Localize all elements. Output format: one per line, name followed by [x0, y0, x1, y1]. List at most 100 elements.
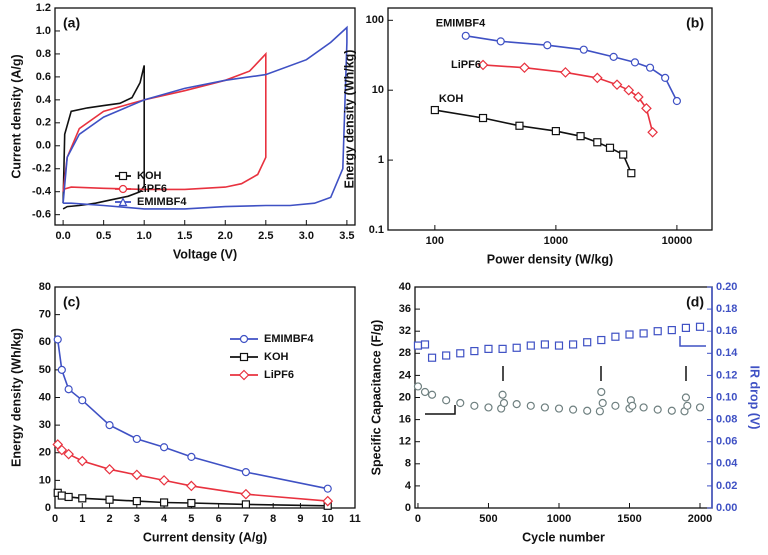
x-tick-label: 6	[216, 513, 222, 525]
x-tick-label: 0.0	[55, 230, 70, 242]
x-tick-label: 3.0	[299, 230, 314, 242]
marker	[540, 340, 549, 349]
x-tick-label: 1000	[547, 513, 571, 525]
marker	[442, 351, 451, 360]
y2-tick-label: 0.12	[716, 369, 737, 381]
marker	[512, 343, 521, 352]
marker	[619, 150, 628, 159]
marker	[526, 341, 535, 350]
y-tick-label: 36	[399, 303, 411, 315]
y-tick-label: 24	[399, 369, 412, 381]
marker	[477, 59, 489, 71]
y-tick-label: 0	[45, 502, 51, 514]
marker	[526, 401, 535, 410]
marker	[632, 91, 644, 103]
y-tick-label: 0.2	[36, 117, 51, 129]
x-tick-label: 2.5	[258, 230, 273, 242]
marker	[579, 45, 588, 54]
marker	[645, 63, 655, 72]
x-tick-label: 9	[297, 513, 303, 525]
marker	[484, 344, 493, 353]
y-tick-label: -0.2	[32, 163, 51, 175]
marker	[683, 401, 692, 410]
marker	[131, 469, 143, 481]
marker	[420, 387, 430, 397]
y2-tick-label: 0.18	[716, 303, 737, 315]
x-axis-title: Cycle number	[522, 530, 605, 544]
marker	[442, 396, 451, 405]
marker	[456, 349, 465, 358]
marker	[241, 500, 251, 509]
marker	[554, 341, 564, 350]
marker	[498, 390, 507, 399]
marker	[496, 37, 505, 46]
marker	[681, 323, 691, 332]
marker	[681, 393, 691, 402]
marker	[583, 406, 592, 415]
x-tick-label: 1	[79, 513, 85, 525]
legend-marker	[118, 184, 128, 194]
y-tick-label: 10	[39, 474, 51, 486]
plot-frame	[414, 286, 713, 509]
legend-label: EMIMBF4	[137, 196, 187, 208]
marker	[241, 467, 251, 477]
x-tick-label: 11	[349, 513, 361, 525]
x-tick-label: 2	[106, 513, 112, 525]
series-line	[465, 35, 678, 102]
marker	[78, 396, 87, 405]
x-tick-label: 0	[52, 513, 58, 525]
y-tick-label: 100	[366, 14, 384, 26]
y-axis-title: Energy density (Wh/kg)	[9, 328, 23, 467]
legend-label: LiPF6	[264, 369, 294, 381]
marker	[63, 448, 74, 460]
x-tick-label: 3	[134, 513, 140, 525]
y2-tick-label: 0.08	[716, 414, 737, 426]
y2-axis-title: IR drop (V)	[748, 366, 762, 430]
y-tick-label: 80	[39, 281, 51, 293]
marker	[639, 329, 648, 338]
marker	[470, 401, 479, 410]
plot-frame	[54, 7, 356, 226]
marker	[413, 341, 423, 350]
marker	[661, 73, 670, 82]
y-tick-label: 1	[378, 154, 384, 166]
x-tick-label: 8	[270, 513, 276, 525]
marker	[105, 495, 114, 504]
marker	[630, 58, 640, 67]
marker	[56, 444, 68, 456]
marker	[78, 494, 87, 503]
x-tick-label: 1500	[617, 513, 641, 525]
x-tick-label: 4	[161, 513, 168, 525]
marker	[512, 400, 521, 409]
marker	[420, 340, 430, 349]
axis-pointer	[679, 336, 706, 347]
marker	[627, 169, 636, 178]
x-tick-label: 2000	[688, 513, 712, 525]
series-line	[62, 25, 348, 210]
marker	[427, 353, 437, 362]
marker	[187, 452, 196, 461]
y-tick-label: 8	[405, 458, 411, 470]
x-tick-label: 1.5	[177, 230, 192, 242]
x-tick-label: 500	[479, 513, 497, 525]
marker	[159, 443, 169, 452]
marker	[597, 387, 606, 397]
legend-label: EMIMBF4	[264, 333, 314, 345]
y2-tick-label: 0.10	[716, 391, 737, 403]
marker	[667, 406, 676, 415]
series-line	[57, 444, 328, 502]
panel-label: (b)	[686, 15, 704, 31]
legend-label: EMIMBF4	[436, 18, 486, 30]
marker	[132, 434, 141, 444]
marker	[159, 498, 169, 507]
marker	[695, 403, 705, 412]
panel-label: (d)	[686, 294, 704, 310]
marker	[639, 403, 648, 412]
marker	[597, 335, 606, 345]
plot-frame	[387, 7, 713, 231]
x-tick-label: 2.0	[218, 230, 233, 242]
marker	[543, 41, 552, 50]
marker	[560, 67, 571, 78]
marker	[611, 401, 620, 410]
